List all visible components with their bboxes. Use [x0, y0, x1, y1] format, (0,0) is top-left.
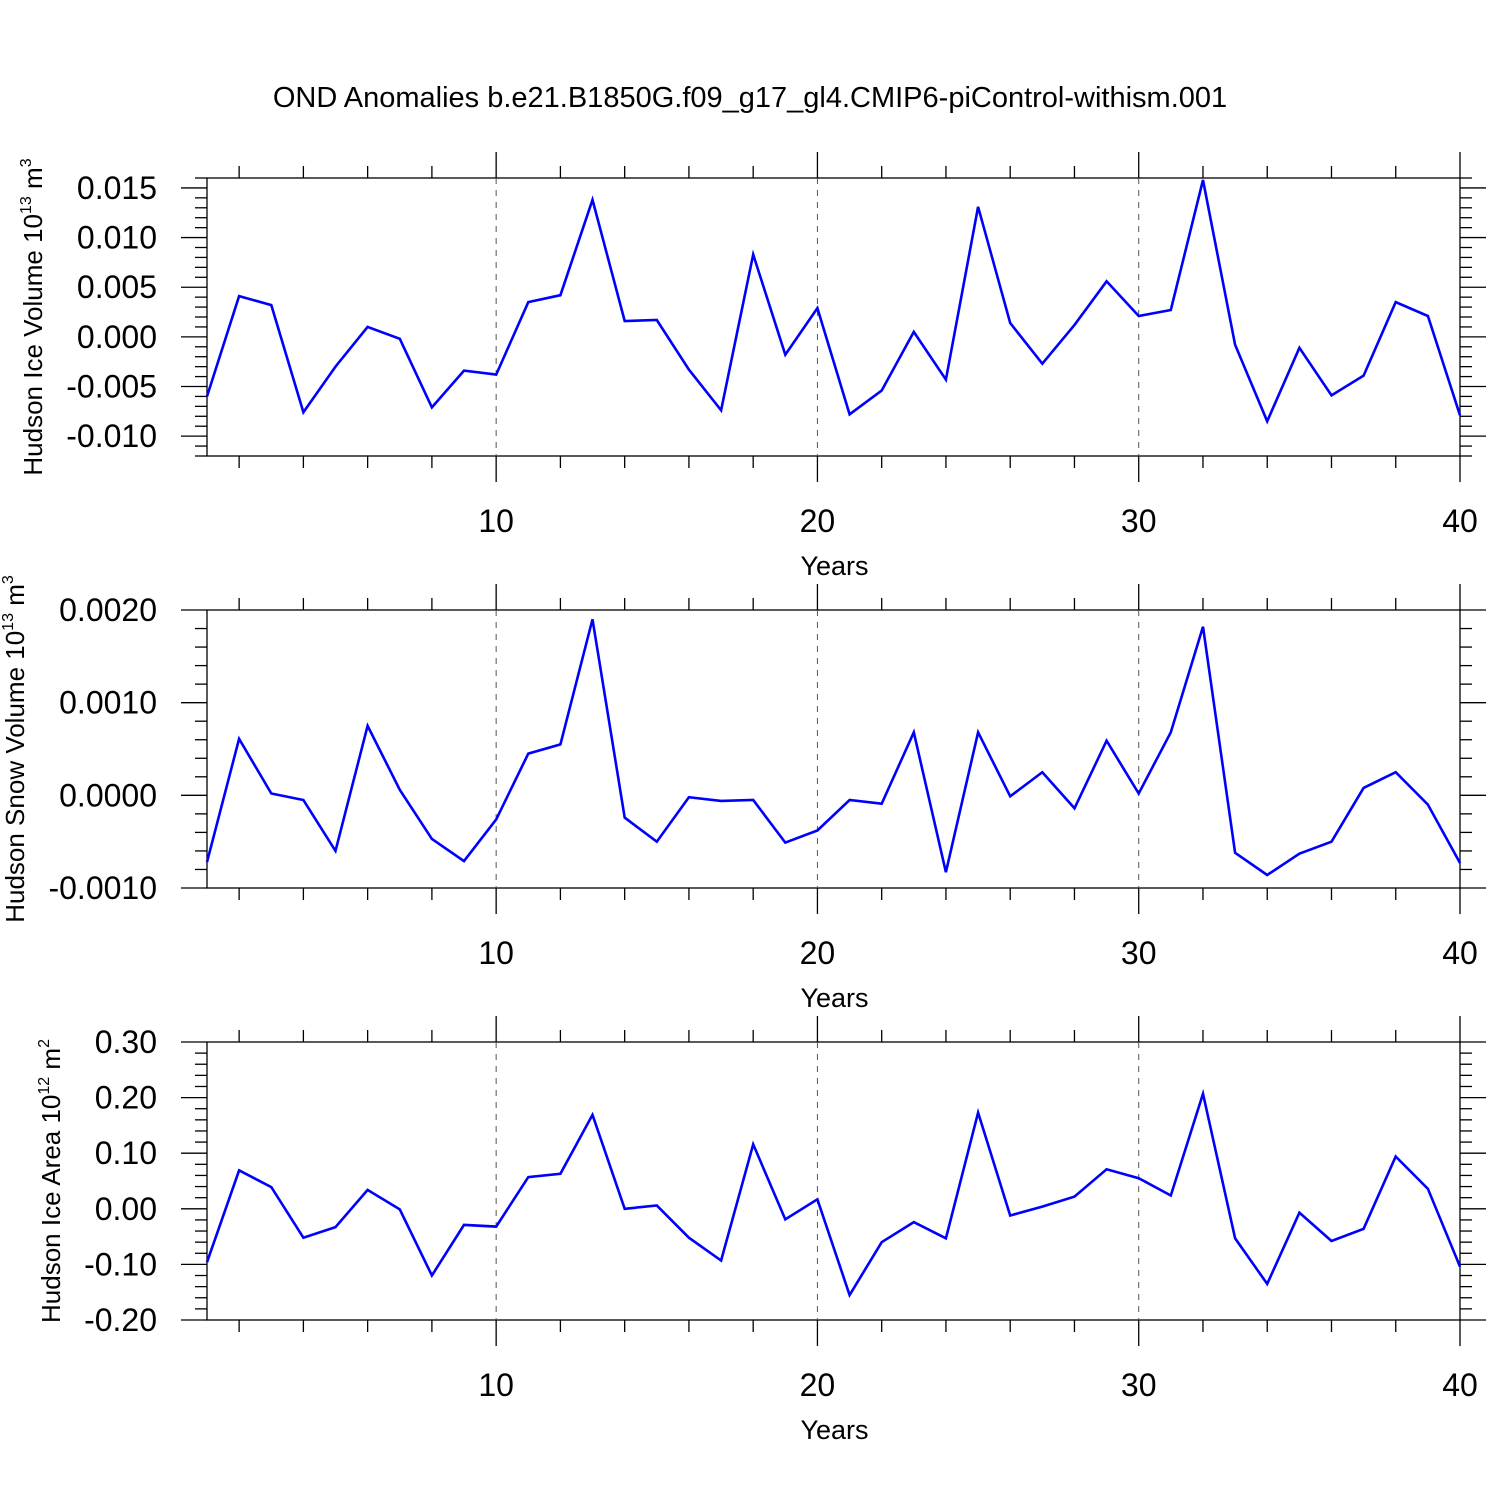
x-tick-label: 10 — [478, 1367, 514, 1403]
x-tick-label: 30 — [1121, 1367, 1157, 1403]
y-axis-label-text: Hudson Snow Volume 10 — [0, 631, 30, 923]
y-axis-label-text: Hudson Ice Volume 10 — [18, 214, 48, 476]
y-tick-label: -0.0010 — [48, 870, 157, 906]
y-axis-label-text: Hudson Ice Area 10 — [36, 1095, 66, 1323]
x-tick-label: 10 — [478, 935, 514, 971]
y-tick-label: -0.20 — [84, 1302, 157, 1338]
y-axis-label-unit-exp: 2 — [36, 1039, 53, 1048]
x-tick-label: 10 — [478, 503, 514, 539]
y-tick-label: -0.005 — [66, 369, 157, 405]
y-tick-label: 0.00 — [95, 1191, 157, 1227]
y-axis-label-exp: 13 — [0, 613, 17, 631]
panel-2: 10 20 30 40 -0.0010 0.0000 0.0010 0.0020 Years Hu… — [0, 575, 1486, 1013]
y-tick-label: 0.0020 — [59, 592, 157, 628]
y-axis-label-unit: m — [18, 167, 48, 196]
y-axis-label-unit-exp: 3 — [18, 158, 35, 167]
series-line — [205, 1088, 1462, 1299]
series-line — [205, 179, 1462, 425]
y-tick-label: 0.0000 — [59, 777, 157, 813]
y-tick-label: 0.0010 — [59, 685, 157, 721]
y-tick-label: 0.010 — [77, 220, 157, 256]
y-tick-label: -0.10 — [84, 1246, 157, 1282]
x-axis-label: Years — [800, 1415, 868, 1445]
x-tick-label: 40 — [1442, 1367, 1478, 1403]
y-axis-label-unit-exp: 3 — [0, 575, 17, 584]
y-tick-label: -0.010 — [66, 418, 157, 454]
x-tick-label: 20 — [800, 503, 836, 539]
y-tick-label: 0.015 — [77, 170, 157, 206]
x-axis-label: Years — [800, 983, 868, 1013]
x-axis-label: Years — [800, 551, 868, 581]
plot-frame — [206, 1041, 1461, 1321]
x-tick-label: 40 — [1442, 935, 1478, 971]
y-axis-label-unit: m — [36, 1048, 66, 1077]
panel-3: 10 20 30 40 -0.20 -0.10 0.00 0.10 0.20 0.30 Years H… — [36, 1016, 1486, 1445]
y-tick-label: 0.000 — [77, 319, 157, 355]
y-axis-label: Hudson Snow Volume 1013 m3 — [0, 575, 30, 923]
y-axis-label: Hudson Ice Volume 1013 m3 — [18, 158, 48, 475]
plot-frame — [206, 177, 1461, 457]
x-tick-label: 30 — [1121, 503, 1157, 539]
series-line — [205, 618, 1462, 877]
panel-1: 10 20 30 40 -0.010 -0.005 0.000 0.005 0.010 0.015… — [18, 152, 1486, 581]
y-tick-label: 0.10 — [95, 1135, 157, 1171]
y-axis-label: Hudson Ice Area 1012 m2 — [36, 1039, 66, 1323]
chart-title: OND Anomalies b.e21.B1850G.f09_g17_gl4.C… — [273, 82, 1227, 114]
y-tick-label: 0.20 — [95, 1080, 157, 1116]
plot-frame — [206, 609, 1461, 889]
y-axis-label-exp: 13 — [18, 196, 35, 214]
x-tick-label: 20 — [800, 935, 836, 971]
x-tick-label: 20 — [800, 1367, 836, 1403]
panels: 10 20 30 40 -0.010 -0.005 0.000 0.005 0.010 0.015… — [0, 152, 1486, 1445]
x-tick-label: 40 — [1442, 503, 1478, 539]
y-tick-label: 0.005 — [77, 269, 157, 305]
y-axis-label-exp: 12 — [36, 1077, 53, 1095]
x-tick-label: 30 — [1121, 935, 1157, 971]
y-tick-label: 0.30 — [95, 1024, 157, 1060]
y-axis-label-unit: m — [0, 584, 30, 613]
